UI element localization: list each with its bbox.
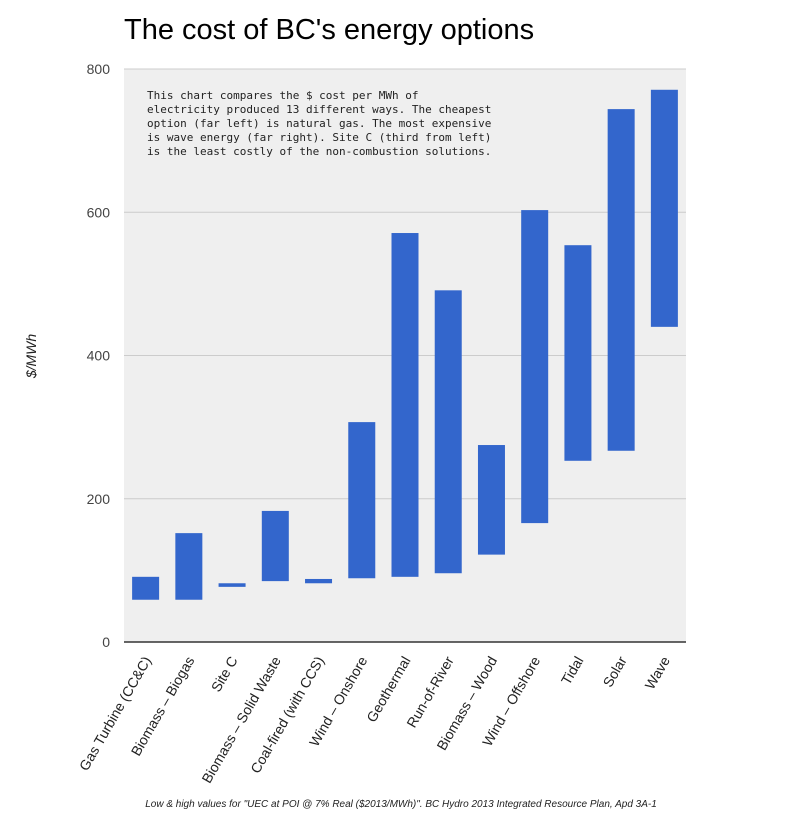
- bar-range: [305, 578, 333, 584]
- x-tick-labels: Gas Turbine (CC&C)Biomass – Biogas Site C…: [76, 653, 673, 786]
- bar-range: [132, 576, 160, 600]
- y-tick-labels: 0 200 400 600 800: [87, 61, 111, 650]
- y-tick-label: 400: [87, 348, 111, 364]
- x-tick-label: Geothermal: [363, 654, 413, 725]
- bar-range: [218, 583, 246, 587]
- bar-range: [261, 510, 289, 582]
- bar-range: [477, 445, 505, 555]
- y-tick-label: 600: [87, 204, 111, 220]
- annotation-line: is the least costly of the non-combustio…: [147, 145, 491, 158]
- bar-range: [521, 210, 549, 524]
- x-tick-label: Wave: [641, 653, 673, 692]
- x-tick-label: Site C: [208, 654, 241, 695]
- chart-title: The cost of BC's energy options: [124, 14, 535, 46]
- x-tick-label: Tidal: [558, 654, 587, 688]
- annotation-line: This chart compares the $ cost per MWh o…: [147, 89, 419, 102]
- annotation-line: is wave energy (far right). Site C (thir…: [147, 131, 491, 144]
- bar-range: [391, 233, 419, 577]
- bar-range: [434, 290, 462, 574]
- bar-range: [175, 533, 203, 600]
- bar-range: [348, 422, 376, 579]
- annotation-line: electricity produced 13 different ways. …: [147, 103, 491, 116]
- bar-range: [607, 109, 635, 451]
- annotation-text: This chart compares the $ cost per MWh o…: [147, 89, 491, 158]
- x-tick-label: Biomass – Solid Waste: [198, 653, 284, 785]
- source-footnote: Low & high values for "UEC at POI @ 7% R…: [145, 799, 657, 810]
- bar-range: [564, 245, 592, 461]
- y-tick-label: 200: [87, 491, 111, 507]
- x-tick-label: Solar: [600, 653, 630, 690]
- y-tick-label: 800: [87, 61, 111, 77]
- y-tick-label: 0: [102, 634, 110, 650]
- annotation-line: option (far left) is natural gas. The mo…: [147, 117, 491, 130]
- y-axis-label: $/MWh: [23, 334, 39, 380]
- bar-range: [650, 89, 678, 327]
- bars: [132, 89, 678, 600]
